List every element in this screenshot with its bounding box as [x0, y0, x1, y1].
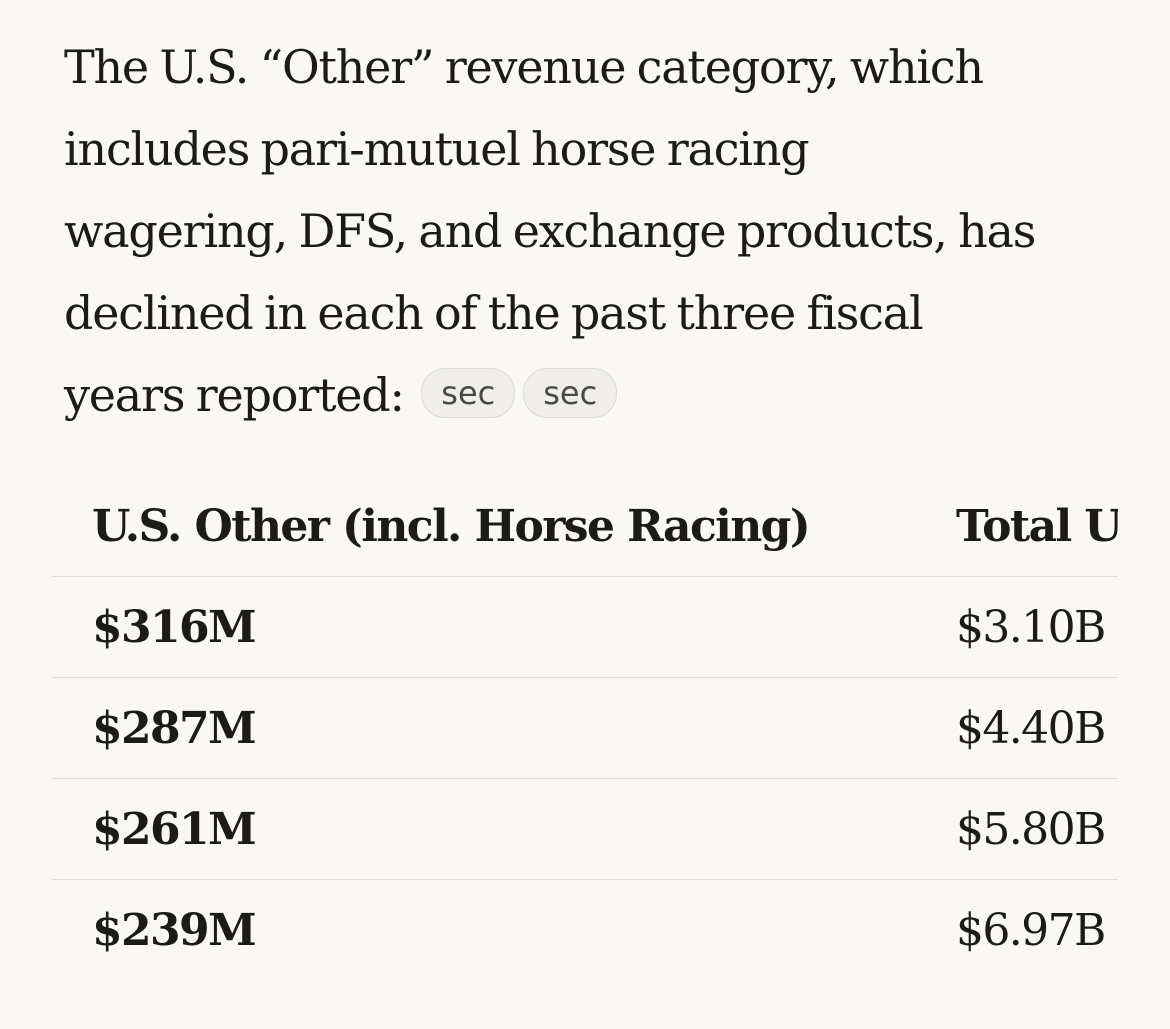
us-other-value: $316M [52, 576, 916, 678]
paragraph-line: The U.S. “Other” revenue category, which [64, 40, 984, 94]
paragraph-last-line: years reported: sec sec [64, 354, 1124, 436]
us-other-value: $261M [52, 778, 916, 880]
table-row: $316M $3.10B [52, 576, 1118, 678]
paragraph-line: declined in each of the past three fisca… [64, 286, 924, 340]
intro-paragraph: The U.S. “Other” revenue category, which… [64, 26, 1124, 436]
total-us-value: $6.97B [916, 879, 1118, 980]
paragraph-line: includes pari-mutuel horse racing [64, 122, 810, 176]
total-us-value: $4.40B [916, 677, 1118, 779]
paragraph-line: wagering, DFS, and exchange products, ha… [64, 204, 1036, 258]
table-row: $239M $6.97B [52, 879, 1118, 980]
citation-chip-sec-1[interactable]: sec [421, 368, 516, 418]
table-row: $261M $5.80B [52, 778, 1118, 880]
column-header-us-other: U.S. Other (incl. Horse Racing) [92, 500, 811, 552]
table-header-row: U.S. Other (incl. Horse Racing) Total U.… [52, 476, 1118, 577]
us-other-value: $239M [52, 879, 916, 980]
table-row: $287M $4.40B [52, 677, 1118, 779]
total-us-value: $3.10B [916, 576, 1118, 678]
total-us-value: $5.80B [916, 778, 1118, 880]
citation-chip-sec-2[interactable]: sec [523, 368, 618, 418]
revenue-table: U.S. Other (incl. Horse Racing) Total U.… [52, 476, 1118, 980]
column-header-total-us: Total U.S [956, 500, 1118, 552]
paragraph-line-text: years reported: [64, 368, 405, 422]
us-other-value: $287M [52, 677, 916, 779]
revenue-table-scroll[interactable]: U.S. Other (incl. Horse Racing) Total U.… [52, 476, 1118, 980]
